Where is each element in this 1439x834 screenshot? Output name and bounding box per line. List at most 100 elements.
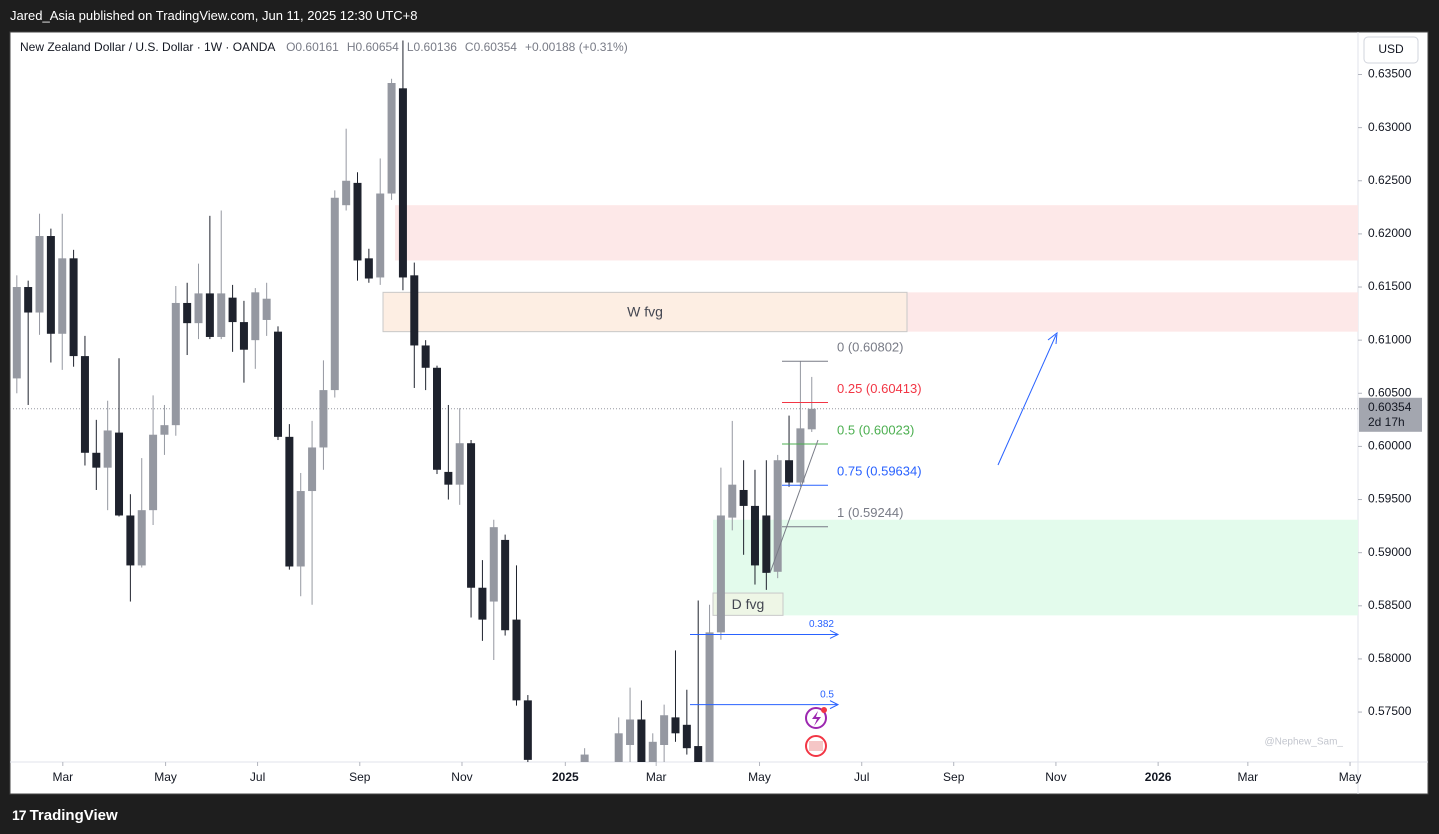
candle-body bbox=[648, 741, 657, 762]
fib-label: 0.75 (0.59634) bbox=[837, 464, 922, 479]
candle-body bbox=[12, 287, 21, 379]
candle-body bbox=[785, 460, 794, 483]
x-tick-label: Sep bbox=[943, 770, 965, 784]
candle-body bbox=[274, 331, 283, 437]
fib-label: 0.25 (0.60413) bbox=[837, 381, 922, 396]
candle-body bbox=[637, 719, 646, 762]
x-tick-label: Mar bbox=[52, 770, 73, 784]
candle-body bbox=[796, 428, 805, 483]
candle-body bbox=[239, 322, 248, 350]
countdown: 2d 17h bbox=[1368, 415, 1405, 429]
candle-body bbox=[467, 443, 476, 588]
zone bbox=[713, 519, 1358, 616]
candle-body bbox=[35, 236, 44, 313]
fib-label: 0 (0.60802) bbox=[837, 340, 904, 355]
candle-body bbox=[716, 515, 725, 633]
candle-body bbox=[671, 717, 680, 734]
candle-body bbox=[228, 297, 237, 323]
chart-legend: New Zealand Dollar / U.S. Dollar · 1W · … bbox=[20, 40, 628, 54]
legend-item: +0.00188 (+0.31%) bbox=[524, 40, 628, 54]
event-icon-bolt bbox=[812, 711, 821, 726]
extension-arrow bbox=[829, 630, 840, 639]
candle-body bbox=[217, 293, 226, 337]
candle-body bbox=[750, 505, 759, 566]
x-tick-label: Sep bbox=[349, 770, 371, 784]
fib-label: 1 (0.59244) bbox=[837, 505, 904, 520]
candle-body bbox=[478, 587, 487, 620]
chart-frame bbox=[9, 31, 1429, 795]
fvg-box bbox=[382, 291, 908, 333]
candle-body bbox=[626, 719, 635, 745]
candle-body bbox=[353, 182, 362, 261]
x-tick-label: 2026 bbox=[1145, 770, 1172, 784]
candle-body bbox=[523, 700, 532, 760]
x-tick-label: Jul bbox=[250, 770, 265, 784]
y-tick-label: 0.57500 bbox=[1368, 704, 1412, 718]
candle-body bbox=[58, 258, 67, 334]
candle-body bbox=[194, 293, 203, 324]
candle-body bbox=[398, 88, 407, 278]
candle-body bbox=[126, 515, 135, 566]
price-tag-label: 0.60354 bbox=[1368, 400, 1412, 414]
zone bbox=[395, 205, 1358, 261]
candle-body bbox=[614, 733, 623, 762]
y-tick-label: 0.60000 bbox=[1368, 439, 1412, 453]
chart: W fvg D fvg 0 (0.60802) 0.25 (0.60413) 0.5 (… bbox=[9, 31, 1429, 795]
extension-label: 0.5 bbox=[820, 689, 834, 700]
candle-body bbox=[205, 293, 214, 337]
flag-icon bbox=[809, 741, 823, 751]
fib-label: 0.5 (0.60023) bbox=[837, 422, 914, 437]
candle-body bbox=[46, 236, 55, 334]
candle-body bbox=[421, 345, 430, 368]
legend-item: H0.60654 bbox=[346, 40, 399, 54]
candle-body bbox=[342, 180, 351, 206]
arrow-head bbox=[1047, 331, 1058, 345]
candle-body bbox=[308, 447, 317, 492]
y-tick-label: 0.58500 bbox=[1368, 598, 1412, 612]
watermark: @Nephew_Sam_ bbox=[1264, 737, 1343, 748]
candle-body bbox=[285, 436, 294, 567]
candle-body bbox=[364, 258, 373, 279]
legend-title: New Zealand Dollar / U.S. Dollar · 1W · … bbox=[20, 40, 275, 54]
event-dot bbox=[821, 707, 827, 713]
fvg-box bbox=[712, 592, 784, 616]
candle-body bbox=[296, 491, 305, 567]
candle-body bbox=[489, 527, 498, 602]
candle-body bbox=[705, 632, 714, 762]
candle-body bbox=[762, 515, 771, 573]
x-tick-label: Mar bbox=[646, 770, 667, 784]
bottom-bar: 17 TradingView bbox=[12, 803, 118, 827]
fvg-label: W fvg bbox=[627, 304, 663, 320]
arrow bbox=[997, 334, 1057, 466]
candle-body bbox=[807, 408, 816, 430]
candle-body bbox=[251, 292, 260, 341]
currency-box[interactable] bbox=[1363, 36, 1419, 64]
x-tick-label: 2025 bbox=[552, 770, 579, 784]
legend-values: O0.60161 H0.60654 L0.60136 C0.60354 +0.00188… bbox=[278, 40, 628, 54]
extension-arrow bbox=[829, 700, 840, 710]
candle-body bbox=[501, 539, 510, 631]
candle-body bbox=[512, 619, 521, 701]
x-tick-label: Jul bbox=[854, 770, 869, 784]
candle-body bbox=[103, 430, 112, 468]
x-tick-label: May bbox=[154, 770, 177, 784]
fvg-label: D fvg bbox=[732, 596, 765, 612]
candle-body bbox=[115, 432, 124, 516]
top-bar: Jared_Asia published on TradingView.com,… bbox=[10, 8, 418, 23]
candle-body bbox=[694, 746, 703, 762]
brand: TradingView bbox=[29, 807, 118, 824]
candle-body bbox=[376, 193, 385, 278]
candle-body bbox=[160, 425, 169, 435]
candle-body bbox=[149, 434, 158, 511]
candle-body bbox=[171, 302, 180, 426]
candle-body bbox=[728, 484, 737, 518]
candle-body bbox=[682, 724, 691, 749]
x-tick-label: Mar bbox=[1238, 770, 1259, 784]
brand-logo: 17 bbox=[12, 807, 27, 823]
candle-body bbox=[69, 258, 78, 357]
candle-body bbox=[137, 510, 146, 566]
price-tag bbox=[1359, 397, 1422, 432]
currency: USD bbox=[1378, 42, 1404, 56]
candle-body bbox=[183, 302, 192, 324]
